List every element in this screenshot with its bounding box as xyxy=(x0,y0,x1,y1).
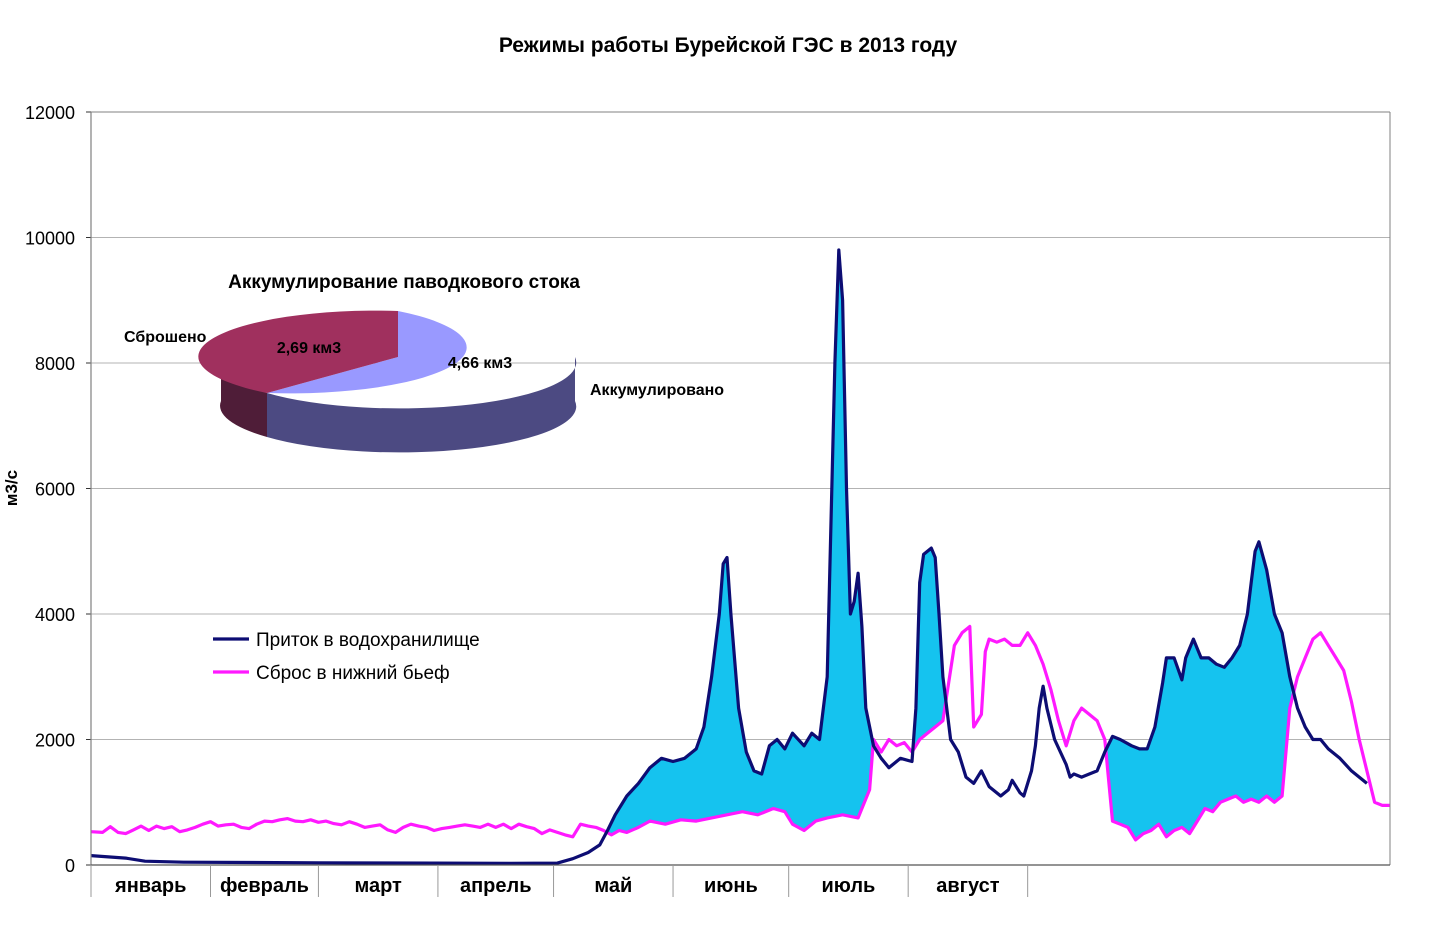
pie-side-discharged xyxy=(220,357,267,437)
pie-value-accumulated: 4,66 км3 xyxy=(448,355,512,372)
y-tick-label: 10000 xyxy=(25,229,75,249)
legend: Приток в водохранилище Сброс в нижний бь… xyxy=(213,630,480,684)
x-axis-months: январь февраль март апрель май июнь июль август xyxy=(90,865,1029,897)
pie-value-discharged: 2,69 км3 xyxy=(277,340,341,357)
series-line-discharge xyxy=(90,624,1390,842)
month-label: март xyxy=(354,875,402,897)
month-label: май xyxy=(594,875,632,897)
y-tick-label: 8000 xyxy=(35,354,75,374)
y-tick-label: 4000 xyxy=(35,605,75,625)
legend-label-discharge: Сброс в нижний бьеф xyxy=(256,663,450,684)
y-axis-ticks: 0 2000 4000 6000 8000 10000 12000 xyxy=(25,103,91,876)
inset-pie: Аккумулирование паводкового стока 2,69 к… xyxy=(124,272,724,453)
month-label: апрель xyxy=(460,875,532,897)
pie-slice-discharged xyxy=(198,310,398,393)
y-tick-label: 6000 xyxy=(35,480,75,500)
pie-label-accumulated: Аккумулировано xyxy=(590,382,724,399)
accumulation-area xyxy=(1106,541,1292,840)
y-axis-label: м3/с xyxy=(2,470,21,506)
month-label: август xyxy=(936,875,999,897)
pie-slice-accumulated xyxy=(267,311,467,394)
legend-label-inflow: Приток в водохранилище xyxy=(256,630,480,651)
chart-title: Режимы работы Бурейской ГЭС в 2013 году xyxy=(499,34,958,57)
month-label: январь xyxy=(114,875,186,897)
month-label: февраль xyxy=(220,875,309,897)
y-tick-label: 12000 xyxy=(25,103,75,123)
series-lines xyxy=(90,248,1390,865)
month-label: июль xyxy=(821,875,875,897)
pie-title: Аккумулирование паводкового стока xyxy=(228,272,580,293)
y-tick-label: 2000 xyxy=(35,731,75,751)
accumulation-fill xyxy=(607,250,1292,840)
y-tick-label: 0 xyxy=(65,856,75,876)
pie-label-discharged: Сброшено xyxy=(124,329,207,346)
pie-side-accumulated xyxy=(267,357,577,453)
month-label: июнь xyxy=(704,875,758,897)
series-line-inflow xyxy=(90,248,1368,865)
chart-axes xyxy=(90,111,1391,866)
